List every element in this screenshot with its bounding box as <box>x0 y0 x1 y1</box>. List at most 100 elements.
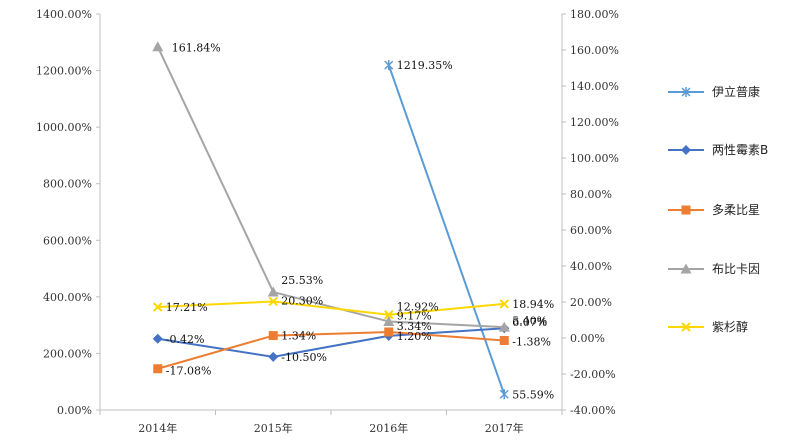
left-axis-tick-label: 800.00% <box>43 178 92 191</box>
legend-item-紫杉醇: 紫杉醇 <box>668 319 748 334</box>
legend-label: 紫杉醇 <box>712 319 748 334</box>
data-label-两性霉素B: -10.50% <box>281 351 327 364</box>
diamond-marker-shape <box>681 145 691 155</box>
data-point-布比卡因 <box>152 41 164 52</box>
triangle-marker-shape <box>267 286 279 297</box>
data-label-伊立普康: 55.59% <box>512 388 554 401</box>
data-label-两性霉素B: -0.42% <box>166 333 205 346</box>
left-axis-tick-label: 1000.00% <box>36 121 92 134</box>
left-axis-tick-label: 200.00% <box>43 347 92 360</box>
data-point-布比卡因 <box>383 315 395 326</box>
data-label-两性霉素B: 5.40% <box>512 314 547 327</box>
data-point-两性霉素B <box>268 351 279 362</box>
series-line-布比卡因 <box>156 46 505 329</box>
right-axis-tick-label: 80.00% <box>570 188 612 201</box>
x-marker-stroke <box>681 322 691 332</box>
right-axis-tick-label: 40.00% <box>570 260 612 273</box>
series-line-伊立普康 <box>387 64 506 395</box>
data-point-多柔比星 <box>153 364 163 374</box>
data-label-布比卡因: 6.07% <box>512 316 547 329</box>
data-point-布比卡因 <box>498 321 510 332</box>
legend-label: 多柔比星 <box>712 203 760 217</box>
legend-marker <box>681 87 691 97</box>
data-point-紫杉醇 <box>268 296 278 307</box>
diamond-marker-shape <box>268 351 279 362</box>
legend-item-伊立普康: 伊立普康 <box>668 84 760 99</box>
x-marker-stroke <box>153 302 163 312</box>
data-point-两性霉素B <box>152 333 163 344</box>
data-point-紫杉醇 <box>384 310 394 320</box>
x-axis-category-label: 2014年 <box>138 421 177 435</box>
legend-item-两性霉素B: 两性霉素B <box>668 143 768 157</box>
series-line-紫杉醇 <box>157 300 505 316</box>
data-label-两性霉素B: 1.20% <box>397 330 432 343</box>
right-axis-tick-label: 60.00% <box>570 224 612 237</box>
data-point-紫杉醇 <box>499 299 509 309</box>
x-marker-stroke <box>268 296 278 307</box>
right-axis-tick-label: 140.00% <box>570 80 619 93</box>
series-两性霉素B <box>152 323 510 362</box>
data-label-布比卡因: 9.17% <box>397 309 432 322</box>
left-axis-tick-label: 600.00% <box>43 234 92 247</box>
legend-label: 布比卡因 <box>712 262 760 276</box>
triangle-marker-shape <box>383 315 395 326</box>
data-label-紫杉醇: 20.30% <box>281 294 323 307</box>
square-marker-shape <box>384 327 394 337</box>
data-label-紫杉醇: 17.21% <box>166 301 208 314</box>
x-axis-category-label: 2015年 <box>254 421 293 435</box>
data-point-布比卡因 <box>267 286 279 297</box>
right-axis-tick-label: -20.00% <box>570 368 616 381</box>
right-axis-tick-label: 180.00% <box>570 8 619 21</box>
data-point-伊立普康 <box>499 389 509 400</box>
square-marker-shape <box>153 364 163 374</box>
left-axis-tick-label: 1400.00% <box>36 8 92 21</box>
axes-layer: 0.00% 200.00% 400.00% 600.00% 800.00% 1000.00… <box>36 8 619 435</box>
data-label-伊立普康: 1219.35% <box>397 59 453 72</box>
left-axis-tick-label: 400.00% <box>43 291 92 304</box>
series-layer <box>152 41 510 400</box>
right-axis-tick-label: 100.00% <box>570 152 619 165</box>
data-point-多柔比星 <box>268 331 278 341</box>
data-label-紫杉醇: 18.94% <box>512 298 554 311</box>
right-axis-tick-label: 20.00% <box>570 296 612 309</box>
diamond-marker-shape <box>152 333 163 344</box>
data-label-多柔比星: 1.34% <box>281 330 316 343</box>
data-label-布比卡因: 161.84% <box>172 42 221 55</box>
square-marker-shape <box>268 331 278 341</box>
series-line-两性霉素B <box>157 327 505 358</box>
data-label-紫杉醇: 12.92% <box>397 301 439 314</box>
left-axis-tick-label: 0.00% <box>57 404 92 417</box>
legend-marker <box>680 263 692 274</box>
data-point-多柔比星 <box>499 335 509 345</box>
triangle-marker-shape <box>498 321 510 332</box>
series-line-多柔比星 <box>157 330 505 370</box>
x-axis-category-label: 2016年 <box>369 421 408 435</box>
triangle-marker-shape <box>680 263 692 274</box>
right-axis-tick-label: -40.00% <box>570 404 616 417</box>
left-axis-tick-label: 1200.00% <box>36 65 92 78</box>
x-marker-stroke <box>384 310 394 320</box>
series-伊立普康 <box>384 60 509 400</box>
legend-marker <box>681 205 691 215</box>
legend-marker <box>681 322 691 332</box>
data-point-伊立普康 <box>384 60 394 71</box>
legend-item-布比卡因: 布比卡因 <box>668 262 760 276</box>
series-布比卡因 <box>152 41 510 332</box>
data-point-多柔比星 <box>384 327 394 337</box>
triangle-marker-shape <box>152 41 164 52</box>
right-axis-tick-label: 0.00% <box>570 332 605 345</box>
right-axis-tick-label: 120.00% <box>570 116 619 129</box>
legend-marker <box>681 145 691 155</box>
data-label-布比卡因: 25.53% <box>281 274 323 287</box>
legend-label: 两性霉素B <box>712 143 768 157</box>
data-label-多柔比星: 3.34% <box>397 320 432 333</box>
series-紫杉醇 <box>153 296 509 320</box>
right-axis-tick-label: 160.00% <box>570 44 619 57</box>
x-axis-category-label: 2017年 <box>485 421 524 435</box>
data-point-紫杉醇 <box>153 302 163 312</box>
legend-label: 伊立普康 <box>712 84 760 99</box>
square-marker-shape <box>681 205 691 215</box>
